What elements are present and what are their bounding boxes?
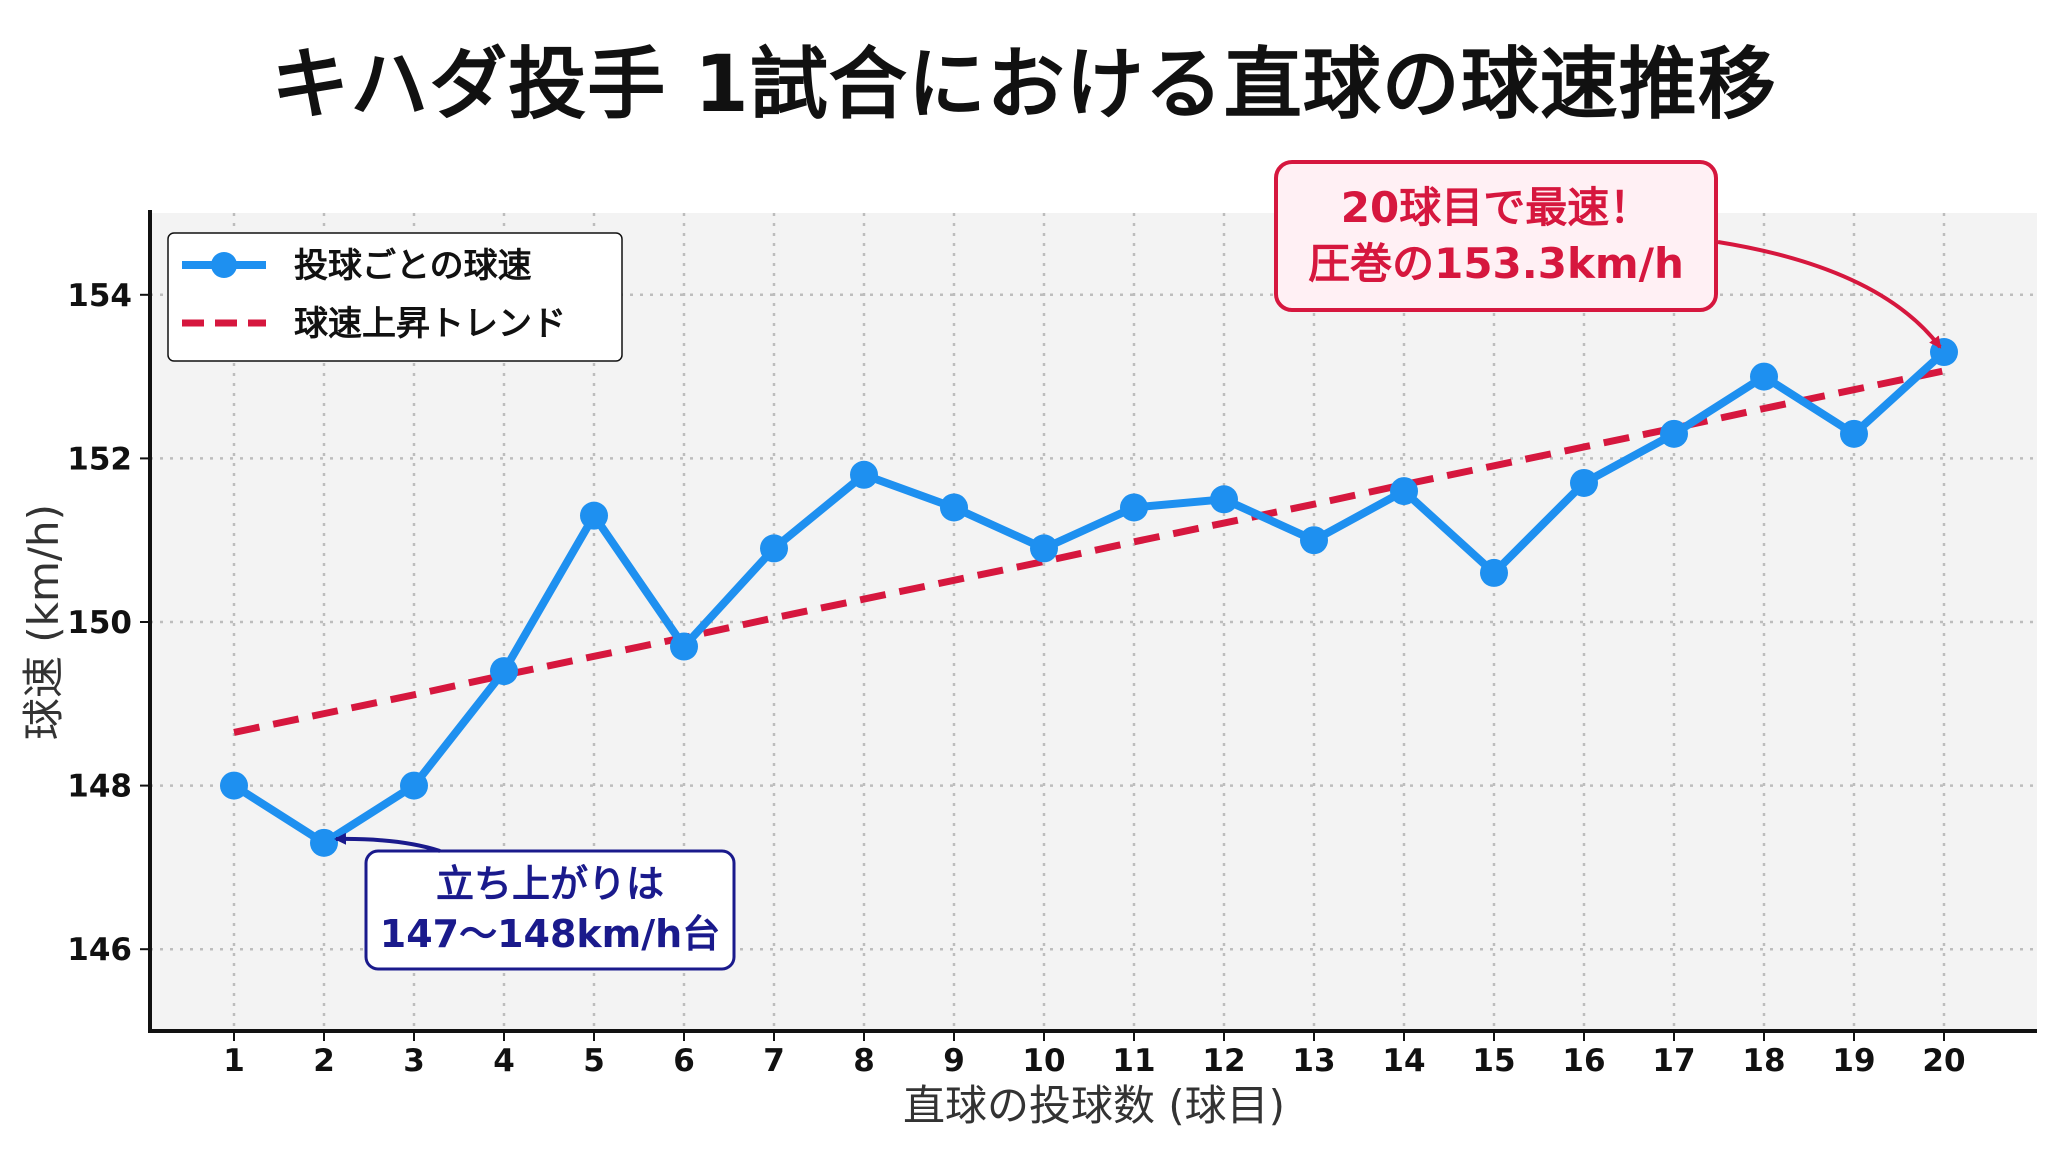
speed-point: [940, 493, 968, 522]
legend-speed-marker: [211, 252, 237, 278]
y-ticks: 146 148 150 152 154: [67, 278, 150, 968]
speed-point: [1030, 534, 1058, 563]
annotation-start-box: [364, 849, 736, 971]
y-tick-label: 154: [67, 278, 132, 314]
trend-line: [233, 367, 1945, 736]
x-tick-label: 7: [763, 1043, 785, 1079]
speed-point: [850, 460, 878, 489]
grid: [150, 213, 2037, 1031]
speed-point: [490, 657, 518, 686]
x-tick-label: 12: [1202, 1043, 1245, 1079]
speed-point: [1570, 468, 1598, 497]
annotation-peak-arrow: [1717, 240, 1942, 349]
x-tick-label: 5: [583, 1043, 605, 1079]
speed-point: [400, 771, 428, 800]
legend-box: [167, 232, 623, 362]
annotation-start: 立ち上がりは 147〜148km/h台: [334, 832, 736, 971]
x-tick-label: 3: [403, 1043, 425, 1079]
chart-title: キハダ投手 1試合における直球の球速推移: [271, 40, 1777, 130]
annotation-peak-line1: 20球目で最速！: [1341, 183, 1651, 232]
speed-point: [1300, 526, 1328, 555]
speed-point: [1210, 485, 1238, 514]
speed-line: [231, 349, 1947, 847]
trend-series: [233, 367, 1945, 736]
speed-point: [1840, 419, 1868, 448]
speed-point: [310, 828, 338, 857]
x-ticks: 1 2 3 4 5 6 7 8 9 10 11 12 13 14 15 16 17 18 19 20: [223, 1031, 1966, 1079]
annotation-peak-box: [1274, 160, 1718, 312]
speed-point: [1750, 362, 1778, 391]
x-tick-label: 6: [673, 1043, 695, 1079]
speed-point: [670, 632, 698, 661]
speed-point: [580, 501, 608, 530]
x-tick-label: 13: [1292, 1043, 1335, 1079]
x-tick-label: 15: [1472, 1043, 1515, 1079]
x-tick-label: 14: [1382, 1043, 1425, 1079]
x-tick-label: 11: [1112, 1043, 1155, 1079]
speed-point: [1660, 419, 1688, 448]
y-axis-label: 球速 (km/h): [19, 504, 68, 740]
x-tick-label: 18: [1742, 1043, 1785, 1079]
x-tick-label: 8: [853, 1043, 875, 1079]
legend: 投球ごとの球速 球速上昇トレンド: [167, 232, 623, 362]
y-tick-label: 148: [67, 769, 132, 805]
speed-point: [1480, 558, 1508, 587]
speed-point: [1120, 493, 1148, 522]
y-tick-label: 152: [67, 441, 132, 477]
x-tick-label: 10: [1022, 1043, 1065, 1079]
annotation-start-arrow: [334, 832, 441, 853]
speed-point: [1390, 477, 1418, 506]
annotation-start-line1: 立ち上がりは: [436, 862, 664, 906]
x-tick-label: 20: [1922, 1043, 1965, 1079]
speed-point: [760, 534, 788, 563]
annotation-start-line2: 147〜148km/h台: [380, 912, 720, 956]
annotation-peak-line2: 圧巻の153.3km/h: [1308, 239, 1684, 288]
x-tick-label: 9: [943, 1043, 965, 1079]
x-tick-label: 1: [223, 1043, 245, 1079]
legend-trend-label: 球速上昇トレンド: [294, 304, 566, 344]
x-tick-label: 16: [1562, 1043, 1605, 1079]
y-tick-label: 146: [67, 932, 132, 968]
speed-point: [220, 771, 248, 800]
x-tick-label: 2: [313, 1043, 335, 1079]
y-tick-label: 150: [67, 605, 132, 641]
speed-series: [220, 338, 1958, 857]
x-tick-label: 17: [1652, 1043, 1695, 1079]
x-axis-label: 直球の投球数 (球目): [903, 1081, 1285, 1130]
x-tick-label: 4: [493, 1043, 515, 1079]
annotation-peak: 20球目で最速！ 圧巻の153.3km/h: [1274, 160, 1942, 349]
legend-speed-label: 投球ごとの球速: [294, 246, 532, 286]
x-tick-label: 19: [1832, 1043, 1875, 1079]
